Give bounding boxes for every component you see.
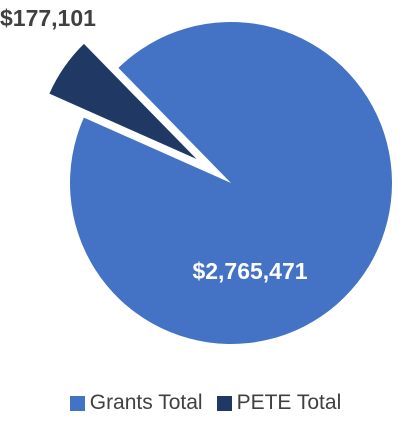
legend-swatch-grants-total — [69, 395, 85, 411]
data-label-pete-total: $177,101 — [0, 5, 96, 31]
legend-swatch-pete-total — [216, 395, 232, 411]
chart-legend: Grants Total PETE Total — [0, 391, 411, 415]
data-label-grants-total: $2,765,471 — [192, 258, 307, 284]
pie-slice-grants-total — [69, 21, 392, 345]
pie-slices — [49, 21, 392, 345]
legend-label-grants-total: Grants Total — [89, 391, 203, 414]
pie-data-labels: $2,765,471 $177,101 — [0, 5, 308, 284]
pie-slice-pete-total — [49, 43, 197, 160]
legend-entry-grants-total: Grants Total — [69, 391, 203, 415]
legend-entry-pete-total: PETE Total — [216, 391, 342, 415]
legend-label-pete-total: PETE Total — [236, 391, 342, 414]
